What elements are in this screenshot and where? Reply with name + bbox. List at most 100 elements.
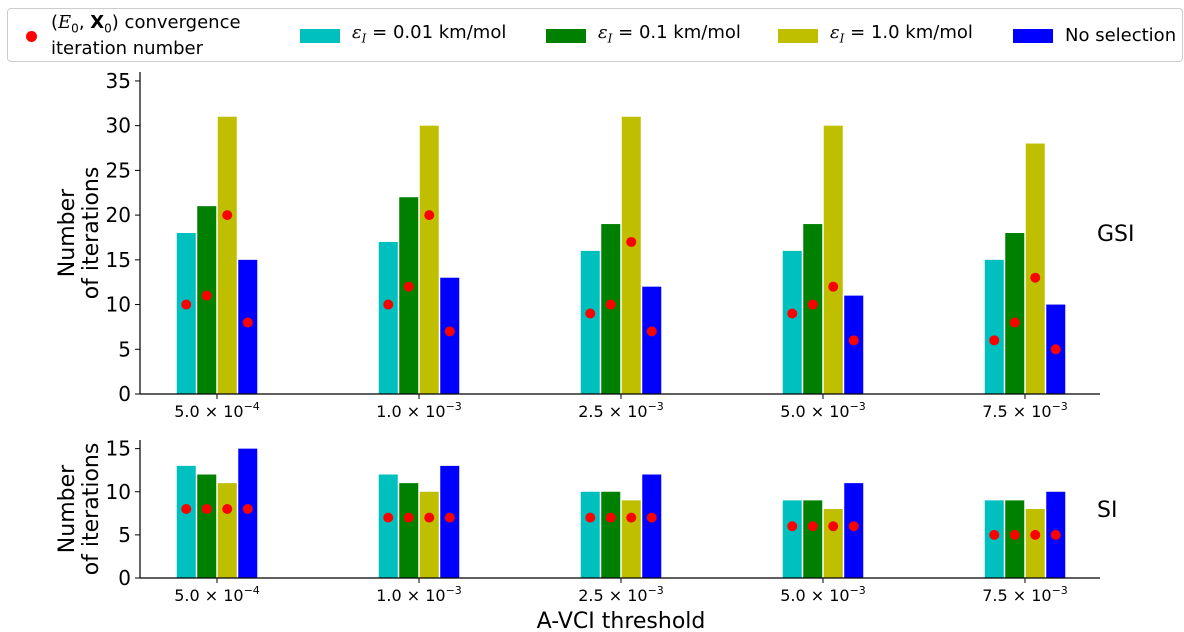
si-convergence-dot-eps-001-0 — [181, 504, 192, 514]
si-bar-eps-10-0 — [217, 483, 237, 578]
gsi-y-axis-label: Numberof iterations — [55, 167, 104, 300]
gsi-x-tick-label: 1.0 × 10−3 — [376, 400, 462, 421]
gsi-bar-eps-10-4 — [1025, 143, 1045, 394]
legend-swatch-eps-01 — [546, 29, 586, 43]
gsi-panel-label: GSI — [1097, 222, 1135, 247]
si-x-tick-label: 2.5 × 10−3 — [578, 584, 664, 605]
gsi-bar-eps-01-4 — [1005, 233, 1025, 394]
legend-label-eps-001: εI = 0.01 km/mol — [352, 22, 507, 46]
si-bar-eps-01-3 — [803, 500, 823, 578]
gsi-bar-eps-001-0 — [176, 233, 196, 394]
x-axis-label: A-VCI threshold — [537, 609, 706, 632]
si-convergence-dot-eps-10-2 — [626, 512, 637, 523]
si-convergence-dot-eps-01-4 — [1009, 529, 1020, 540]
legend-convergence-label: (E0, X0) convergence iteration number — [51, 12, 241, 59]
legend-item-convergence: (E0, X0) convergence iteration number — [8, 9, 241, 63]
gsi-convergence-dot-eps-10-1 — [424, 210, 435, 221]
gsi-x-tick-label: 5.0 × 10−4 — [174, 400, 260, 421]
si-bar-eps-10-4 — [1025, 509, 1045, 578]
panel-si: 0 5 10 15 5.0 × 10−4 1.0 × 10−3 2.5 × 10−3 5.0 … — [55, 437, 1117, 605]
gsi-convergence-dot-eps-10-3 — [828, 281, 839, 292]
gsi-x-tick-label: 2.5 × 10−3 — [578, 400, 664, 421]
si-panel-label: SI — [1097, 498, 1117, 523]
si-convergence-dot-no-selection-4 — [1050, 529, 1061, 540]
legend-item-eps-01: εI = 0.1 km/mol — [546, 9, 741, 63]
si-convergence-dot-no-selection-2 — [646, 512, 657, 523]
si-x-tick-label: 7.5 × 10−3 — [982, 584, 1068, 605]
gsi-y-tick-label: 25 — [106, 158, 131, 182]
gsi-convergence-dot-eps-01-2 — [605, 299, 616, 310]
si-convergence-dot-eps-10-0 — [222, 504, 233, 514]
gsi-y-tick-label: 35 — [106, 69, 131, 93]
gsi-convergence-dot-eps-10-2 — [626, 236, 637, 247]
si-convergence-dot-eps-001-3 — [787, 521, 798, 532]
si-convergence-dot-eps-10-4 — [1030, 529, 1041, 540]
gsi-convergence-dot-eps-001-1 — [383, 299, 394, 310]
si-x-tick-label: 5.0 × 10−4 — [174, 584, 260, 605]
legend-label-no-selection: No selection — [1065, 25, 1177, 46]
gsi-x-tick-label: 7.5 × 10−3 — [982, 400, 1068, 421]
si-bar-eps-01-1 — [399, 483, 419, 578]
si-convergence-dot-eps-001-4 — [989, 529, 1000, 540]
si-x-tick-label: 1.0 × 10−3 — [376, 584, 462, 605]
si-y-axis-label: Numberof iterations — [55, 443, 104, 576]
gsi-y-tick-label: 30 — [106, 114, 131, 138]
si-bar-eps-10-3 — [823, 509, 843, 578]
legend-swatch-eps-001 — [300, 29, 340, 43]
si-y-tick-label: 10 — [106, 480, 131, 504]
legend-swatch-eps-10 — [778, 29, 818, 43]
legend-item-no-selection: No selection — [1013, 9, 1176, 63]
legend-swatch-no-selection — [1013, 29, 1053, 43]
legend: (E0, X0) convergence iteration number εI… — [7, 8, 1183, 62]
gsi-bar-eps-001-1 — [378, 241, 398, 394]
si-y-tick-label: 0 — [118, 566, 131, 590]
si-bar-eps-001-3 — [782, 500, 802, 578]
si-convergence-dot-eps-01-2 — [605, 512, 616, 523]
si-convergence-dot-eps-001-2 — [585, 512, 596, 523]
legend-item-eps-001: εI = 0.01 km/mol — [300, 9, 506, 63]
si-bar-eps-10-1 — [419, 491, 439, 578]
gsi-y-tick-label: 10 — [106, 293, 131, 317]
si-y-tick-label: 15 — [106, 437, 131, 461]
gsi-convergence-dot-eps-10-0 — [222, 210, 233, 221]
legend-label-eps-10: εI = 1.0 km/mol — [830, 22, 973, 46]
si-bar-no-selection-2 — [642, 474, 662, 578]
si-convergence-dot-no-selection-3 — [848, 521, 859, 532]
si-convergence-dot-eps-001-1 — [383, 512, 394, 523]
si-convergence-dot-no-selection-0 — [242, 504, 253, 514]
si-bar-eps-10-2 — [621, 500, 641, 578]
gsi-convergence-dot-eps-001-2 — [585, 308, 596, 319]
si-convergence-dot-eps-10-1 — [424, 512, 435, 523]
gsi-bar-eps-001-3 — [782, 250, 802, 394]
gsi-convergence-dot-eps-001-0 — [181, 299, 192, 310]
gsi-convergence-dot-eps-001-3 — [787, 308, 798, 319]
gsi-convergence-dot-no-selection-1 — [444, 326, 455, 337]
gsi-bar-eps-10-2 — [621, 116, 641, 394]
gsi-bar-no-selection-2 — [642, 286, 662, 394]
gsi-bar-eps-001-4 — [984, 259, 1004, 394]
convergence-dot-marker — [26, 30, 37, 42]
gsi-y-tick-label: 5 — [118, 337, 131, 361]
si-convergence-dot-no-selection-1 — [444, 512, 455, 523]
gsi-convergence-dot-eps-01-4 — [1009, 317, 1020, 328]
si-bar-eps-01-0 — [197, 474, 217, 578]
gsi-bar-eps-001-2 — [580, 250, 600, 394]
gsi-y-tick-label: 15 — [106, 248, 131, 272]
gsi-convergence-dot-eps-001-4 — [989, 335, 1000, 346]
si-bar-eps-001-2 — [580, 491, 600, 578]
gsi-convergence-dot-no-selection-3 — [848, 335, 859, 346]
gsi-convergence-dot-no-selection-2 — [646, 326, 657, 337]
gsi-y-tick-label: 0 — [118, 382, 131, 406]
gsi-convergence-dot-eps-01-1 — [403, 281, 414, 292]
si-convergence-dot-eps-01-0 — [201, 504, 212, 514]
si-bar-eps-001-1 — [378, 474, 398, 578]
gsi-bar-eps-10-3 — [823, 125, 843, 395]
si-y-tick-label: 5 — [118, 523, 131, 547]
gsi-convergence-dot-no-selection-4 — [1050, 344, 1061, 355]
gsi-convergence-dot-eps-01-0 — [201, 290, 212, 301]
gsi-x-tick-label: 5.0 × 10−3 — [780, 400, 866, 421]
gsi-convergence-dot-eps-01-3 — [807, 299, 818, 310]
si-convergence-dot-eps-01-1 — [403, 512, 414, 523]
gsi-bar-eps-01-1 — [399, 197, 419, 394]
